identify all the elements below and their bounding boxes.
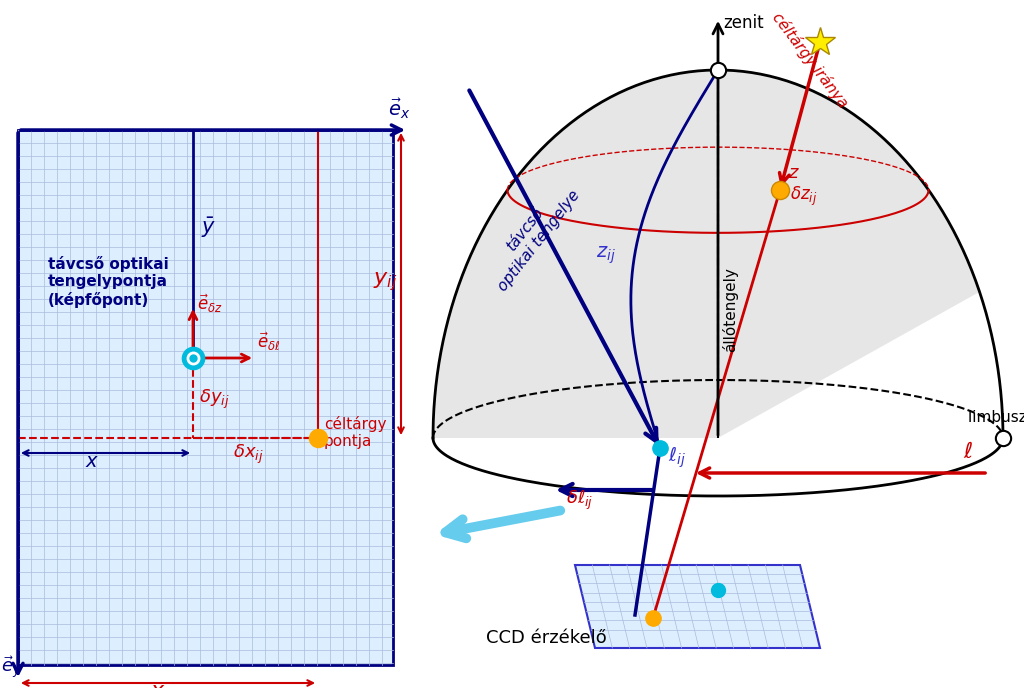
Text: $\bar{y}$: $\bar{y}$ [201, 216, 216, 240]
Polygon shape [575, 565, 820, 648]
Text: $\delta x_{ij}$: $\delta x_{ij}$ [233, 443, 263, 466]
Polygon shape [433, 70, 980, 438]
Text: zenit: zenit [723, 14, 764, 32]
Text: céltárgy iránya: céltárgy iránya [769, 10, 851, 111]
Text: $\bar{x}$: $\bar{x}$ [85, 453, 99, 472]
Text: $\delta z_{ij}$: $\delta z_{ij}$ [790, 185, 817, 208]
Text: $\vec{e}_{\delta\ell}$: $\vec{e}_{\delta\ell}$ [257, 330, 281, 353]
Text: céltárgy
pontja: céltárgy pontja [324, 416, 386, 449]
Text: távcső optikai
tengelypontja
(képfőpont): távcső optikai tengelypontja (képfőpont) [48, 256, 169, 308]
Text: $y_{ij}$: $y_{ij}$ [373, 270, 397, 292]
Text: $\vec{e}_y$: $\vec{e}_y$ [1, 655, 22, 681]
Text: állótengely: állótengely [722, 268, 738, 352]
Text: $\vec{e}_x$: $\vec{e}_x$ [388, 97, 411, 121]
Text: $z_{ij}$: $z_{ij}$ [596, 245, 615, 266]
Text: $\ell_{ij}$: $\ell_{ij}$ [668, 445, 686, 471]
Text: limbusz "0": limbusz "0" [968, 410, 1024, 425]
Text: $\delta y_{ij}$: $\delta y_{ij}$ [199, 388, 229, 411]
Text: $\delta\ell_{ij}$: $\delta\ell_{ij}$ [566, 488, 594, 512]
Text: $z$: $z$ [788, 164, 800, 182]
Text: $x_{ij}$: $x_{ij}$ [150, 682, 174, 688]
Text: távcső
optikai tengelye: távcső optikai tengelye [481, 176, 583, 294]
Bar [18, 130, 393, 665]
Text: $\vec{e}_{\delta z}$: $\vec{e}_{\delta z}$ [197, 292, 223, 315]
Text: CCD érzékelő: CCD érzékelő [486, 629, 607, 647]
Text: $\ell$: $\ell$ [963, 442, 973, 462]
